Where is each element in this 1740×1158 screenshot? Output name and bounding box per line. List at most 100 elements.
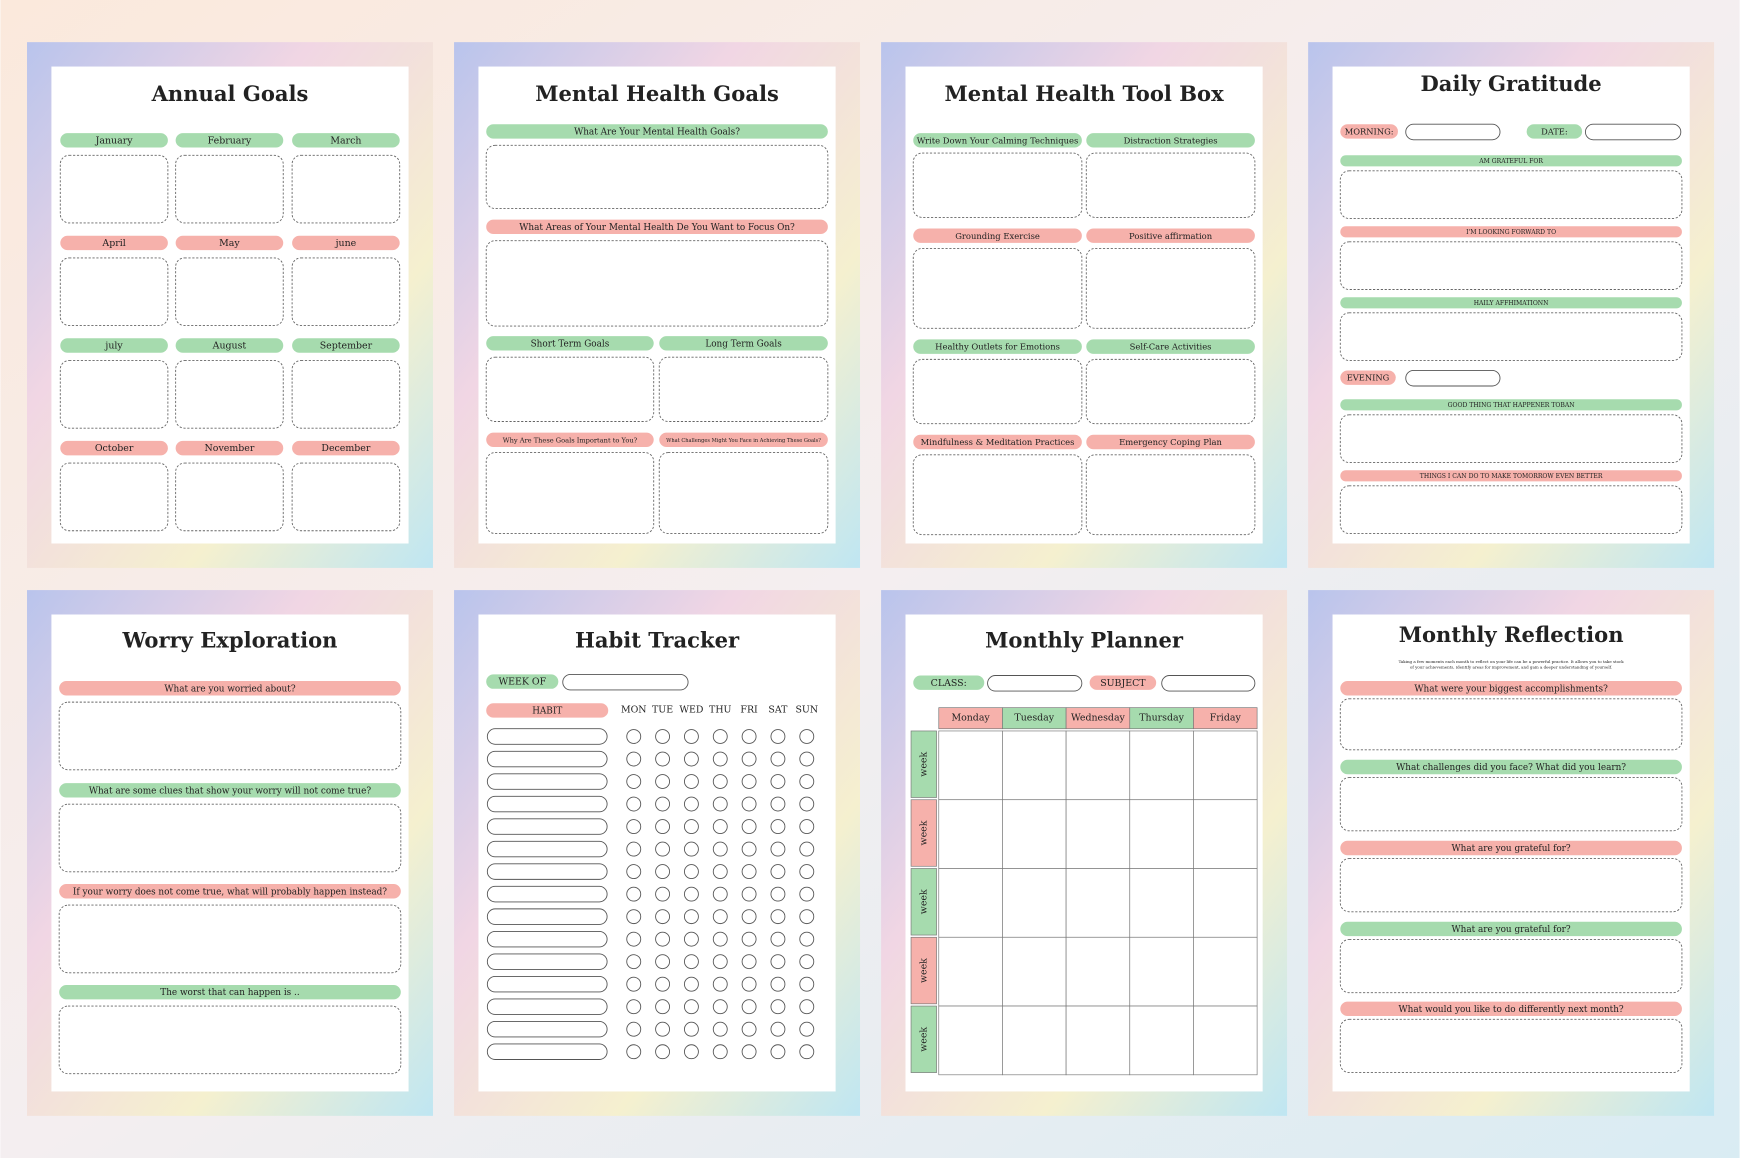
- habit-check: [712, 774, 728, 789]
- section-bar: [1340, 399, 1682, 411]
- habit-check: [683, 841, 699, 857]
- label: SUBJECT: [1100, 678, 1146, 689]
- habit-check: [799, 931, 815, 947]
- write-box: [485, 240, 829, 327]
- habit-check: [655, 976, 671, 992]
- label: September: [320, 341, 373, 352]
- habit-check: [683, 774, 699, 789]
- section-bar: [60, 133, 168, 148]
- habit-check: [683, 976, 699, 992]
- write-box: [59, 154, 169, 224]
- habit-check: [799, 1021, 815, 1037]
- habit-field: [486, 885, 608, 903]
- section-bar: [59, 783, 401, 798]
- habit-field: [486, 773, 608, 790]
- label: If your worry does not come true, what w…: [73, 887, 387, 897]
- habit-check: [626, 729, 642, 744]
- habit-field: [486, 908, 608, 925]
- label: HABIT: [532, 706, 562, 716]
- habit-check: [655, 751, 671, 767]
- label: Why Are These Goals Important to You?: [503, 436, 638, 444]
- habit-check: [712, 909, 728, 925]
- section-bar: [1089, 675, 1157, 690]
- write-box: [1339, 858, 1683, 913]
- habit-field: [486, 953, 608, 970]
- label: Write Down Your Calming Techniques: [917, 135, 1079, 145]
- label: May: [219, 238, 240, 249]
- label: DATE:: [1541, 126, 1568, 136]
- label: june: [335, 238, 357, 249]
- label: December: [321, 443, 370, 454]
- habit-check: [799, 909, 815, 925]
- habit-check: [770, 841, 786, 857]
- label: CLASS:: [931, 678, 967, 689]
- habit-check: [741, 796, 757, 812]
- section-bar: [913, 133, 1082, 148]
- habit-check: [712, 841, 728, 857]
- habit-check: [626, 886, 642, 902]
- habit-check: [799, 976, 815, 992]
- write-box: [912, 454, 1083, 536]
- week-label: week: [918, 820, 929, 845]
- label: Worry Exploration: [122, 628, 338, 653]
- week-label: week: [918, 1027, 929, 1052]
- habit-check: [799, 751, 815, 767]
- habit-check: [770, 1044, 786, 1060]
- label: Healthy Outlets for Emotions: [935, 342, 1060, 352]
- habit-check: [655, 886, 671, 902]
- habit-check: [741, 1044, 757, 1060]
- write-box: [1339, 485, 1683, 534]
- day-cell: [1129, 1005, 1194, 1076]
- habit-check: [683, 819, 699, 835]
- label: What would you like to do differently ne…: [1399, 1005, 1624, 1015]
- day-cell: [1193, 868, 1258, 938]
- habit-check: [626, 909, 642, 925]
- habit-field: [486, 998, 608, 1015]
- habit-check: [655, 909, 671, 925]
- label: Thursday: [1139, 713, 1184, 724]
- day-header: [1193, 707, 1258, 730]
- label: Long Term Goals: [705, 339, 782, 349]
- section-bar: [659, 432, 828, 448]
- write-box: [59, 257, 169, 326]
- habit-check: [799, 774, 815, 789]
- habit-check: [770, 999, 786, 1015]
- label: What are you worried about?: [164, 684, 295, 694]
- write-box: [1339, 939, 1683, 994]
- habit-check: [655, 864, 671, 880]
- write-box: [1339, 241, 1683, 290]
- label: April: [101, 238, 125, 249]
- label: Mental Health Goals: [535, 81, 779, 106]
- write-box: [175, 257, 284, 326]
- habit-check: [655, 954, 671, 970]
- habit-check: [712, 954, 728, 970]
- section-bar: [1086, 339, 1255, 354]
- input-field: [562, 673, 689, 691]
- week-label: week: [918, 958, 929, 983]
- week-label-cell: [910, 730, 937, 798]
- habit-field: [486, 818, 608, 835]
- section-bar: [1340, 370, 1396, 385]
- section-bar: [175, 133, 284, 148]
- habit-check: [770, 751, 786, 767]
- habit-check: [712, 1044, 728, 1060]
- section-bar: [486, 703, 609, 718]
- section-bar: [1340, 155, 1682, 167]
- day-cell: [1065, 936, 1131, 1007]
- label: Monthly Planner: [985, 628, 1184, 653]
- write-box: [291, 154, 401, 224]
- habit-field: [486, 863, 608, 880]
- habit-check: [683, 999, 699, 1015]
- day-cell: [1193, 1005, 1258, 1076]
- input-field: [1584, 123, 1682, 141]
- habit-check: [770, 819, 786, 835]
- section-bar: [1086, 434, 1255, 450]
- label: January: [95, 135, 134, 146]
- day-cell: [1002, 799, 1067, 869]
- write-box: [59, 360, 169, 429]
- habit-check: [712, 1021, 728, 1037]
- habit-check: [799, 954, 815, 970]
- day-cell: [1002, 936, 1067, 1007]
- label: February: [208, 135, 252, 146]
- section-bar: [913, 434, 1082, 450]
